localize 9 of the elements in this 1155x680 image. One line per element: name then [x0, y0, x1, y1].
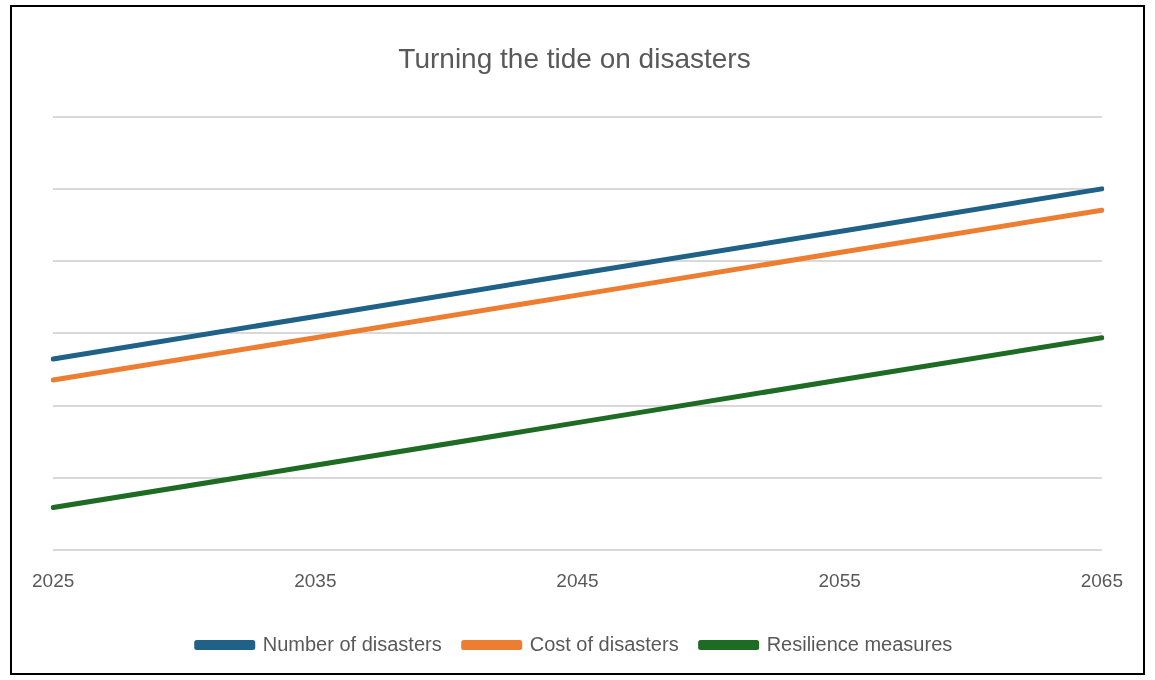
legend-label: Resilience measures — [766, 632, 953, 655]
legend-label: Number of disasters — [262, 632, 442, 655]
legend-label: Cost of disasters — [529, 632, 679, 655]
x-tick-label: 2065 — [1080, 569, 1124, 591]
chart-title: Turning the tide on disasters — [398, 42, 751, 74]
x-tick-label: 2035 — [294, 569, 337, 591]
x-tick-label: 2055 — [818, 569, 861, 591]
x-tick-label: 2025 — [31, 569, 75, 591]
x-tick-label: 2045 — [556, 569, 599, 591]
